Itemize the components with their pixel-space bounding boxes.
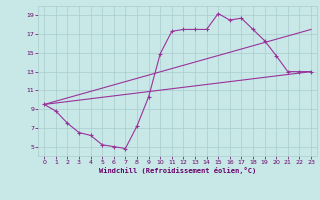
X-axis label: Windchill (Refroidissement éolien,°C): Windchill (Refroidissement éolien,°C) [99, 167, 256, 174]
